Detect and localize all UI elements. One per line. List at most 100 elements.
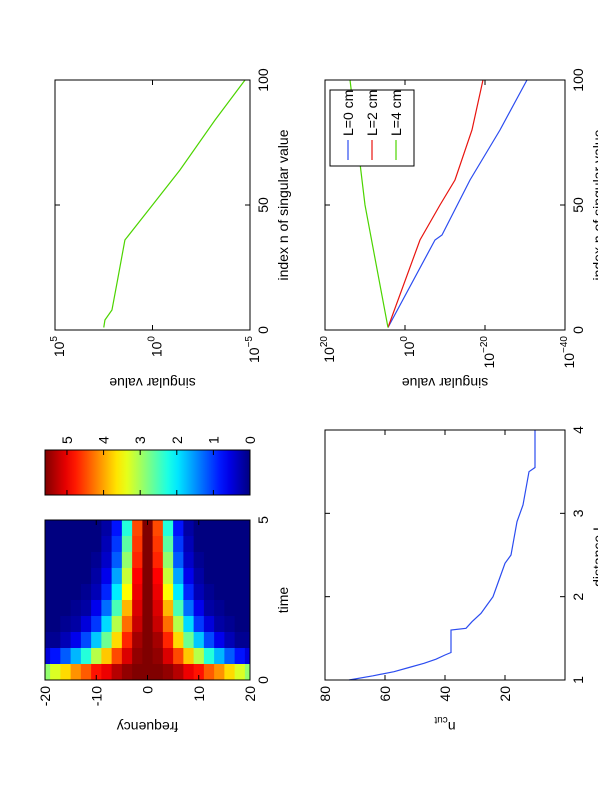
heatmap-cell <box>244 520 250 536</box>
y-axis-label-base: n <box>448 719 456 735</box>
heatmap-cell <box>234 551 246 568</box>
heatmap-cell <box>132 599 143 616</box>
y-tick-label: 20 <box>497 686 513 702</box>
heatmap-cell <box>80 535 92 552</box>
y-tick-label-superscript: −20 <box>479 336 490 353</box>
heatmap-cell <box>142 599 154 616</box>
heatmap-cell <box>121 663 133 680</box>
heatmap-cell <box>203 631 215 648</box>
heatmap-cell <box>132 663 143 680</box>
y-axis-label-base: singular value <box>109 375 196 391</box>
heatmap-cell <box>142 647 154 664</box>
heatmap-cell <box>224 631 236 648</box>
heatmap-cell <box>101 551 113 568</box>
heatmap-cell <box>234 631 246 648</box>
colorbar-tick-label: 2 <box>169 436 185 444</box>
heatmap-cell <box>70 599 82 616</box>
heatmap-cell <box>162 599 174 616</box>
heatmap-cell <box>162 615 174 632</box>
heatmap-cell <box>60 520 72 536</box>
heatmap-cell <box>173 551 184 568</box>
heatmap-cell <box>142 583 154 600</box>
heatmap-cell <box>91 615 102 632</box>
heatmap-cell <box>50 631 61 648</box>
heatmap-cell <box>234 599 246 616</box>
heatmap-cell <box>111 663 123 680</box>
heatmap-cell <box>70 535 82 552</box>
heatmap-cell <box>214 520 225 536</box>
heatmap-cell <box>70 583 82 600</box>
heatmap-cell <box>193 583 205 600</box>
heatmap-cell <box>224 567 236 584</box>
heatmap-cell <box>152 631 164 648</box>
heatmap-cell <box>244 599 250 616</box>
heatmap-cell <box>162 520 174 536</box>
heatmap-cell <box>50 535 61 552</box>
heatmap-cell <box>101 631 113 648</box>
heatmap-cell <box>80 520 92 536</box>
heatmap-cell <box>234 535 246 552</box>
x-tick-label: 50 <box>255 197 271 213</box>
data-line <box>348 430 536 681</box>
heatmap-cell <box>101 567 113 584</box>
heatmap-cell <box>214 567 225 584</box>
heatmap-cell <box>152 615 164 632</box>
heatmap-cell <box>111 631 123 648</box>
data-line <box>387 79 528 328</box>
heatmap-cell <box>142 663 154 680</box>
heatmap-cell <box>60 583 72 600</box>
heatmap-cell <box>101 647 113 664</box>
heatmap-cell <box>91 567 102 584</box>
heatmap-cell <box>173 535 184 552</box>
heatmap-cell <box>244 583 250 600</box>
heatmap-cell <box>162 631 174 648</box>
y-tick-label: 10 <box>191 686 207 702</box>
heatmap-cell <box>214 663 225 680</box>
heatmap-cell <box>162 663 174 680</box>
y-tick-label: 105 <box>49 336 67 358</box>
y-tick-label: 0 <box>140 686 156 694</box>
heatmap-cell <box>152 663 164 680</box>
heatmap-cell <box>111 583 123 600</box>
heatmap-cell <box>101 535 113 552</box>
heatmap-cell <box>142 551 154 568</box>
heatmap-cell <box>214 599 225 616</box>
y-tick-label: 20 <box>242 686 258 702</box>
heatmap-cell <box>80 551 92 568</box>
heatmap-cell <box>183 663 195 680</box>
y-axis-label: singular value <box>109 375 196 391</box>
heatmap-cell <box>203 647 215 664</box>
heatmap-cell <box>224 535 236 552</box>
y-tick-label: 40 <box>437 686 453 702</box>
heatmap-cell <box>224 663 236 680</box>
heatmap-cell <box>224 551 236 568</box>
heatmap-cell <box>234 663 246 680</box>
y-axis-label-subscript: cut <box>434 714 448 725</box>
heatmap-cell <box>50 520 61 536</box>
y-tick-label-base: 10 <box>149 341 165 357</box>
heatmap-cell <box>214 647 225 664</box>
heatmap-cell <box>224 615 236 632</box>
heatmap-cell <box>70 520 82 536</box>
heatmap-cell <box>203 583 215 600</box>
heatmap-cell <box>193 599 205 616</box>
heatmap-cell <box>244 535 250 552</box>
heatmap-cell <box>142 631 154 648</box>
y-tick-label: 100 <box>399 336 417 358</box>
heatmap-cell <box>132 551 143 568</box>
heatmap-cell <box>203 520 215 536</box>
x-tick-label: 100 <box>570 68 586 92</box>
colorbar-tick-label: 0 <box>242 436 258 444</box>
x-axis-label: time <box>275 587 291 614</box>
heatmap-cell <box>203 615 215 632</box>
x-tick-label: 2 <box>570 593 586 601</box>
y-axis-label-base: frequency <box>117 719 178 735</box>
heatmap-cell <box>152 551 164 568</box>
heatmap-cell <box>234 520 246 536</box>
heatmap-cell <box>60 551 72 568</box>
heatmap-cell <box>214 631 225 648</box>
heatmap-cell <box>132 567 143 584</box>
heatmap-cell <box>132 535 143 552</box>
heatmap-cell <box>70 551 82 568</box>
